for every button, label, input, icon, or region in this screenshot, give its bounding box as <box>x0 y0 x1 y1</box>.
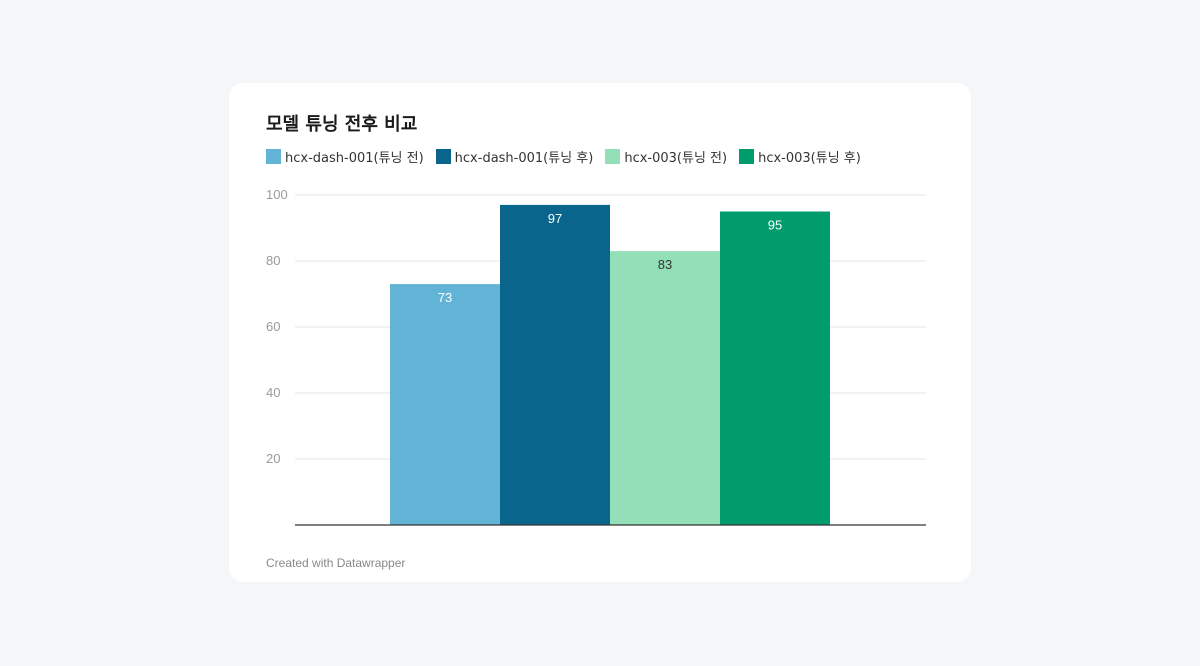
y-tick-label: 100 <box>266 187 288 202</box>
bar-value-label: 97 <box>548 211 562 226</box>
bar <box>610 251 720 525</box>
chart-legend: hcx-dash-001(튜닝 전) hcx-dash-001(튜닝 후) hcx-… <box>266 147 873 166</box>
y-tick-label: 40 <box>266 385 280 400</box>
chart-title: 모델 튜닝 전후 비교 <box>266 114 418 135</box>
credit-footer: Created with Datawrapper <box>266 556 406 570</box>
chart-card: 모델 튜닝 전후 비교 hcx-dash-001(튜닝 전) hcx-dash-0… <box>229 83 971 582</box>
legend-item: hcx-003(튜닝 전) <box>605 147 727 166</box>
y-tick-label: 20 <box>266 451 280 466</box>
legend-item: hcx-003(튜닝 후) <box>739 147 861 166</box>
bar <box>390 284 500 525</box>
legend-label: hcx-dash-001(튜닝 후) <box>454 151 594 166</box>
legend-label: hcx-003(튜닝 전) <box>624 151 728 166</box>
bar-value-label: 95 <box>768 218 782 233</box>
legend-label: hcx-003(튜닝 후) <box>758 151 861 166</box>
legend-label: hcx-dash-001(튜닝 전) <box>285 151 424 166</box>
legend-swatch <box>739 149 755 164</box>
y-tick-label: 60 <box>266 319 280 334</box>
bar-value-label: 83 <box>658 257 672 272</box>
bar-chart: 20 40 60 80 100 73 97 83 95 <box>266 187 926 526</box>
legend-swatch <box>435 149 451 164</box>
y-tick-label: 80 <box>266 253 280 268</box>
legend-swatch <box>266 149 281 164</box>
legend-item: hcx-dash-001(튜닝 전) <box>266 147 424 166</box>
legend-item: hcx-dash-001(튜닝 후) <box>435 147 594 166</box>
bar <box>500 204 610 525</box>
bar-value-label: 73 <box>438 290 452 305</box>
legend-swatch <box>605 149 621 164</box>
bar <box>720 211 830 525</box>
